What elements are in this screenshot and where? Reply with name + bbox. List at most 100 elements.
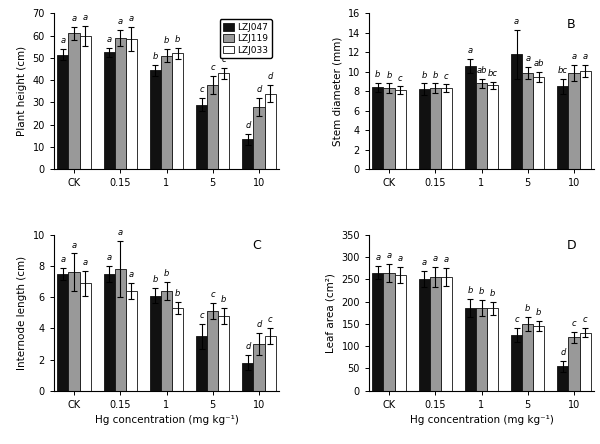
Text: a: a — [433, 254, 438, 263]
Text: c: c — [211, 63, 215, 72]
Bar — [465, 308, 476, 391]
Bar — [58, 274, 68, 391]
Bar — [161, 291, 172, 391]
Bar — [487, 85, 498, 169]
Bar — [395, 90, 406, 169]
Text: B: B — [567, 18, 575, 31]
Bar — [126, 39, 137, 169]
Text: a: a — [107, 253, 112, 262]
Text: b: b — [164, 269, 169, 278]
Text: a: a — [376, 253, 380, 262]
Text: d: d — [256, 85, 262, 94]
Text: b: b — [221, 295, 227, 304]
Text: C: C — [252, 239, 261, 253]
Text: b: b — [175, 35, 180, 44]
Bar — [150, 70, 161, 169]
Bar — [580, 333, 590, 391]
Text: a: a — [571, 52, 577, 61]
Text: c: c — [398, 74, 403, 83]
Bar — [430, 88, 441, 169]
Text: b: b — [490, 289, 495, 298]
Bar — [395, 275, 406, 391]
Text: b: b — [536, 308, 542, 317]
Bar — [196, 336, 207, 391]
Text: c: c — [268, 315, 272, 325]
Bar — [104, 52, 115, 169]
Text: a: a — [61, 36, 65, 45]
Bar — [511, 54, 522, 169]
Text: bc: bc — [558, 66, 568, 75]
Text: c: c — [444, 71, 449, 80]
Bar — [253, 344, 265, 391]
Bar — [207, 85, 218, 169]
Legend: LZJ047, LZJ119, LZJ033: LZJ047, LZJ119, LZJ033 — [220, 20, 272, 58]
Text: d: d — [560, 348, 566, 357]
Text: a: a — [83, 13, 88, 22]
Bar — [476, 83, 487, 169]
Text: c: c — [221, 55, 226, 64]
Text: b: b — [153, 275, 158, 284]
Bar — [487, 308, 498, 391]
Bar — [533, 77, 544, 169]
Text: c: c — [514, 315, 519, 325]
Text: a: a — [107, 35, 112, 44]
Bar — [172, 53, 183, 169]
Bar — [115, 269, 126, 391]
Bar — [68, 272, 80, 391]
Bar — [568, 73, 580, 169]
Bar — [68, 33, 80, 169]
Bar — [383, 88, 395, 169]
Bar — [465, 66, 476, 169]
Text: b: b — [421, 71, 427, 79]
Bar — [419, 89, 430, 169]
Text: a: a — [71, 14, 77, 23]
Bar — [253, 107, 265, 169]
Y-axis label: Internode length (cm): Internode length (cm) — [17, 256, 27, 370]
Bar — [104, 274, 115, 391]
Bar — [511, 335, 522, 391]
Text: d: d — [256, 320, 262, 329]
Text: a: a — [422, 258, 427, 267]
Text: ab: ab — [476, 66, 487, 75]
Bar — [568, 337, 580, 391]
Bar — [218, 73, 229, 169]
Bar — [419, 279, 430, 391]
Bar — [161, 56, 172, 169]
Bar — [80, 283, 91, 391]
Text: b: b — [525, 304, 530, 313]
Text: ab: ab — [533, 59, 544, 68]
Bar — [265, 336, 275, 391]
Bar — [557, 87, 568, 169]
Text: c: c — [583, 315, 587, 325]
X-axis label: Hg concentration (mg kg⁻¹): Hg concentration (mg kg⁻¹) — [95, 415, 238, 425]
Text: b: b — [479, 287, 484, 297]
Bar — [580, 71, 590, 169]
Bar — [533, 326, 544, 391]
Text: c: c — [572, 319, 577, 328]
Text: a: a — [61, 254, 65, 264]
Text: b: b — [164, 36, 169, 45]
Bar — [441, 277, 452, 391]
Bar — [242, 363, 253, 391]
Text: d: d — [245, 342, 251, 351]
Bar — [80, 36, 91, 169]
Bar — [522, 73, 533, 169]
Bar — [265, 94, 275, 169]
Text: a: a — [583, 52, 587, 61]
Bar — [383, 273, 395, 391]
Text: a: a — [444, 255, 449, 264]
Text: c: c — [211, 290, 215, 300]
Text: b: b — [153, 52, 158, 61]
Bar — [373, 87, 383, 169]
Text: b: b — [175, 289, 180, 298]
Text: a: a — [525, 54, 530, 63]
Bar — [172, 308, 183, 391]
Text: a: a — [398, 254, 403, 263]
Text: a: a — [83, 258, 88, 267]
Text: b: b — [375, 70, 380, 79]
Text: c: c — [199, 311, 204, 320]
Text: b: b — [433, 71, 438, 79]
Bar — [242, 139, 253, 169]
Bar — [58, 55, 68, 169]
Text: a: a — [118, 228, 123, 237]
